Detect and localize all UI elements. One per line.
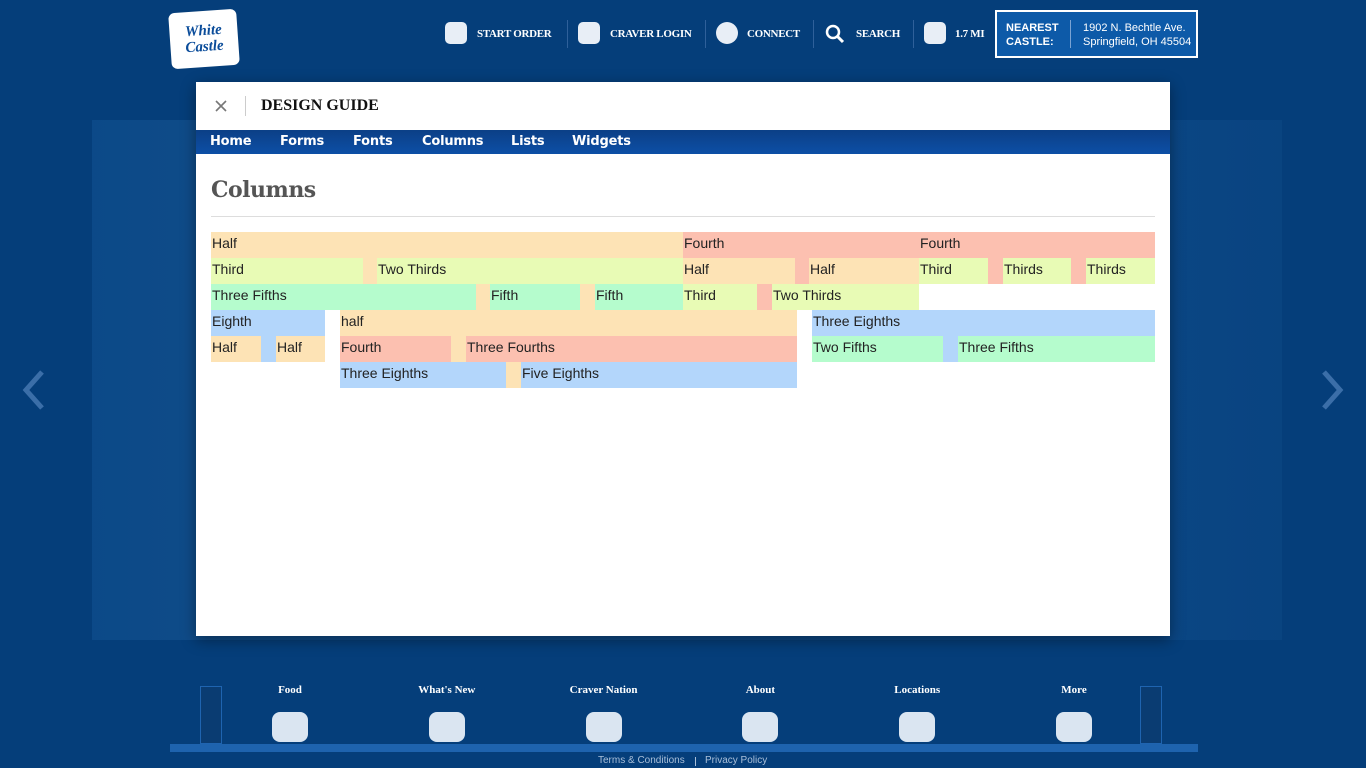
login-icon (578, 22, 600, 44)
tab[interactable]: Columns (422, 134, 484, 149)
tab[interactable]: Forms (280, 134, 324, 149)
section-heading: Columns (211, 177, 316, 203)
nav-link[interactable]: START ORDER (477, 28, 552, 40)
column-block: Two Thirds (377, 258, 683, 284)
divider (1070, 20, 1071, 48)
separator (913, 20, 914, 48)
footer-nav-icon (742, 712, 779, 742)
logo-text: Castle (184, 37, 225, 57)
prev-arrow[interactable] (18, 368, 48, 412)
footer-nav-link[interactable]: Food (278, 684, 302, 696)
column-block: Half (683, 258, 795, 284)
order-icon (445, 22, 467, 44)
distance-icon (924, 22, 946, 44)
footer-nav-icon (428, 712, 465, 742)
column-block: Five Eighths (521, 362, 797, 388)
footer-nav-link[interactable]: Locations (894, 684, 941, 696)
address-line: 1902 N. Bechtle Ave. (1083, 22, 1186, 34)
connect-icon (716, 22, 738, 44)
column-block: Eighth (211, 310, 325, 336)
columns-demo: Half Fourth Fourth Third Two Thirds Half Half T… (211, 232, 1155, 392)
column-block: Half (211, 336, 261, 362)
nav-link[interactable]: CONNECT (747, 28, 800, 40)
separator (813, 20, 814, 48)
footer-link[interactable]: Privacy Policy (705, 755, 768, 766)
column-block: Three Fifths (958, 336, 1155, 362)
divider (245, 96, 246, 116)
logo[interactable]: White Castle (168, 8, 240, 70)
footer-nav-link[interactable]: About (745, 684, 776, 696)
chain-post (1140, 686, 1162, 744)
column-block: Fourth (340, 336, 451, 362)
column-block: Half (211, 232, 683, 258)
separator (705, 20, 706, 48)
footer-nav-link[interactable]: More (1061, 684, 1087, 696)
column-block: Fifth (490, 284, 580, 310)
column-block: Half (276, 336, 325, 362)
column-block: Thirds (1003, 258, 1071, 284)
column-block: Half (809, 258, 919, 284)
column-block: Three Eighths (340, 362, 506, 388)
footer-link[interactable]: Terms & Conditions (598, 755, 685, 766)
chain-post (200, 686, 222, 744)
footer-nav-icon (272, 712, 308, 742)
next-arrow[interactable] (1318, 368, 1348, 412)
nearest-label: NEAREST CASTLE: (1006, 21, 1059, 49)
footer-nav-icon (1056, 712, 1092, 742)
label-line: NEAREST (1006, 22, 1059, 34)
column-block: Two Thirds (772, 284, 919, 310)
modal-header: DESIGN GUIDE (196, 82, 1170, 130)
nav-link[interactable]: CRAVER LOGIN (610, 28, 692, 40)
column-block: half (340, 310, 797, 336)
design-guide-modal: DESIGN GUIDE Home Forms Fonts Columns Lists W… (196, 82, 1170, 636)
separator (695, 757, 696, 766)
nav-link[interactable]: 1.7 MI (955, 28, 985, 40)
tab[interactable]: Fonts (353, 134, 393, 149)
tab[interactable]: Widgets (572, 134, 631, 149)
tab-bar: Home Forms Fonts Columns Lists Widgets (196, 130, 1170, 154)
footer-strip (170, 744, 1198, 752)
column-block: Third (683, 284, 757, 310)
footer-nav-link[interactable]: What's New (418, 684, 476, 696)
nearest-address: 1902 N. Bechtle Ave. Springfield, OH 4550… (1083, 21, 1191, 49)
column-block: Fifth (595, 284, 683, 310)
column-block: Fourth (919, 232, 1155, 258)
search-icon (825, 24, 845, 44)
footer-nav-icon (585, 712, 622, 742)
nearest-castle[interactable]: NEAREST CASTLE: 1902 N. Bechtle Ave. Sprin… (995, 10, 1198, 58)
column-block: Two Fifths (812, 336, 943, 362)
nav-link[interactable]: SEARCH (856, 28, 901, 40)
tab[interactable]: Lists (511, 134, 545, 149)
footer-nav-icon (899, 712, 936, 742)
rule (211, 216, 1155, 217)
label-line: CASTLE: (1006, 36, 1054, 48)
separator (567, 20, 568, 48)
column-block: Third (211, 258, 363, 284)
footer-nav-link[interactable]: Craver Nation (569, 684, 638, 696)
column-block: Thirds (1086, 258, 1155, 284)
column-block: Three Eighths (812, 310, 1155, 336)
modal-title: DESIGN GUIDE (261, 97, 379, 114)
address-line: Springfield, OH 45504 (1083, 36, 1192, 48)
column-block: Fourth (683, 232, 919, 258)
column-block: Three Fourths (466, 336, 797, 362)
tab[interactable]: Home (210, 134, 252, 149)
column-block: Three Fifths (211, 284, 476, 310)
column-block: Third (919, 258, 988, 284)
close-button[interactable] (215, 100, 227, 112)
